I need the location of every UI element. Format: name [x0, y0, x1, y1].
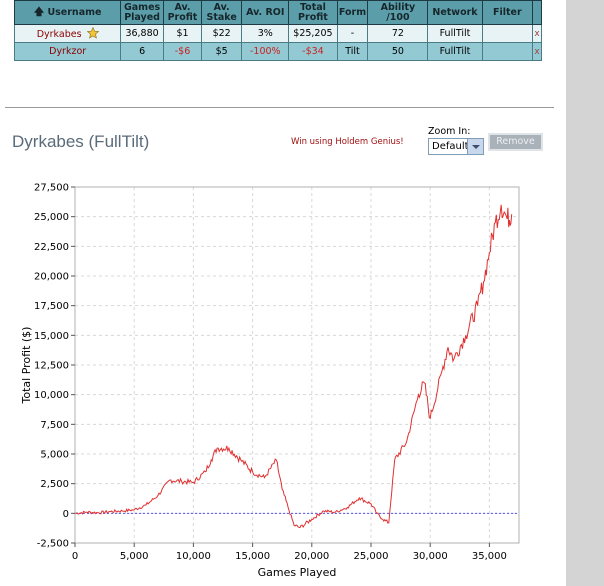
ability-cell: 50: [367, 42, 429, 61]
av-roi-cell: -100%: [241, 42, 290, 61]
x-tick-label: 30,000: [413, 551, 448, 562]
table-row[interactable]: Dyrkabes 36,880 $1 $22 3% $25,205 - 72 F…: [13, 24, 542, 43]
header-av-profit[interactable]: Av. Profit: [162, 0, 203, 25]
page-title: Dyrkabes (FullTilt): [12, 132, 150, 151]
chevron-down-icon[interactable]: [467, 139, 483, 154]
av-stake-cell: $22: [201, 24, 243, 43]
x-tick-label: 35,000: [472, 551, 507, 562]
y-tick-label: -2,500: [37, 539, 69, 550]
form-cell: -: [336, 24, 369, 43]
ability-cell: 72: [367, 24, 429, 43]
x-tick-label: 20,000: [294, 551, 329, 562]
section-divider: [5, 107, 554, 108]
x-tick-label: 10,000: [176, 551, 211, 562]
remove-player-button[interactable]: x: [532, 24, 542, 43]
y-tick-label: 22,500: [34, 242, 69, 253]
y-tick-label: 17,500: [34, 301, 69, 312]
x-tick-label: 0: [72, 551, 78, 562]
username-cell[interactable]: Dyrkzor: [13, 42, 122, 61]
remove-player-button[interactable]: x: [532, 42, 542, 61]
y-tick-label: 27,500: [34, 183, 69, 194]
zoom-label: Zoom In:: [428, 126, 471, 137]
av-stake-cell: $5: [201, 42, 243, 61]
profit-series-line: [75, 204, 513, 529]
chart-grid: [74, 186, 519, 544]
y-tick-label: 15,000: [34, 331, 69, 342]
header-av-roi[interactable]: Av. ROI: [241, 0, 290, 25]
filter-cell: [481, 24, 534, 43]
x-tick-label: 15,000: [235, 551, 270, 562]
sort-arrow-icon[interactable]: 🡅: [33, 6, 45, 18]
total-profit-cell: $25,205: [288, 24, 338, 43]
header-total-profit[interactable]: Total Profit: [288, 0, 338, 25]
network-cell: FullTilt: [427, 42, 483, 61]
header-username[interactable]: Username: [47, 6, 102, 18]
total-profit-cell: -$34: [288, 42, 338, 61]
remove-x-icon[interactable]: x: [534, 47, 540, 57]
x-tick-label: 5,000: [120, 551, 149, 562]
games-played-cell: 6: [120, 42, 164, 61]
games-played-cell: 36,880: [120, 24, 164, 43]
header-form[interactable]: Form: [336, 0, 369, 25]
av-roi-cell: 3%: [241, 24, 290, 43]
username-link[interactable]: Dyrkabes: [36, 29, 82, 40]
remove-x-icon[interactable]: x: [534, 29, 540, 39]
y-tick-label: 5,000: [40, 450, 69, 461]
holdem-genius-link[interactable]: Win using Holdem Genius!: [291, 137, 404, 147]
username-link[interactable]: Dyrkzor: [49, 46, 87, 57]
x-tick-label: 25,000: [354, 551, 389, 562]
header-remove: [532, 0, 542, 25]
y-axis-label: Total Profit ($): [20, 327, 33, 405]
sort-username-header[interactable]: 🡅 Username: [13, 0, 122, 25]
y-axis-ticks: -2,500 0 2,500 5,000 7,500 10,000 12,500 15,000…: [34, 183, 75, 550]
header-ability[interactable]: Ability /100: [367, 0, 429, 25]
filter-cell: [481, 42, 534, 61]
y-tick-label: 20,000: [34, 272, 69, 283]
player-table: 🡅 Username Games Played Av. Profit Av. S…: [13, 0, 542, 61]
table-row[interactable]: Dyrkzor 6 -$6 $5 -100% -$34 Tilt 50 Full…: [13, 42, 542, 61]
remove-button[interactable]: Remove: [488, 133, 543, 151]
x-axis-ticks: 0 5,000 10,000 15,000 20,000 25,000 30,000 35,0…: [72, 543, 507, 562]
y-tick-label: 12,500: [34, 361, 69, 372]
header-network[interactable]: Network: [427, 0, 483, 25]
x-axis-label: Games Played: [258, 566, 337, 579]
header-games-played[interactable]: Games Played: [120, 0, 164, 25]
form-cell: Tilt: [336, 42, 369, 61]
zoom-select-value[interactable]: Default: [432, 141, 469, 152]
y-tick-label: 10,000: [34, 390, 69, 401]
zoom-select[interactable]: Default: [428, 138, 484, 155]
profit-chart: -2,50002,5005,0007,50010,00012,50015,000…: [20, 183, 520, 579]
header-av-stake[interactable]: Av. Stake: [201, 0, 243, 25]
vertical-scrollbar[interactable]: [566, 0, 604, 586]
y-tick-label: 2,500: [40, 479, 69, 490]
network-cell: FullTilt: [427, 24, 483, 43]
header-filter[interactable]: Filter: [481, 0, 534, 25]
y-tick-label: 0: [63, 509, 69, 520]
username-cell[interactable]: Dyrkabes: [13, 24, 122, 43]
star-icon[interactable]: [86, 27, 99, 39]
y-tick-label: 25,000: [34, 212, 69, 223]
table-header-row: 🡅 Username Games Played Av. Profit Av. S…: [13, 0, 542, 25]
av-profit-cell: $1: [162, 24, 203, 43]
av-profit-cell: -$6: [162, 42, 203, 61]
y-tick-label: 7,500: [40, 420, 69, 431]
